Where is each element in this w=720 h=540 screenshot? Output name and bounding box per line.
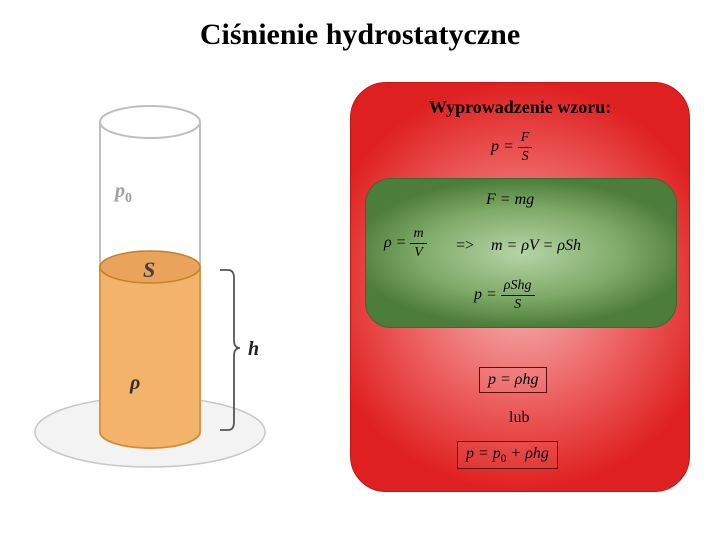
cylinder-diagram: p0 S h ρ: [20, 82, 340, 502]
eq-result-2: p = p0 + ρhg: [457, 441, 558, 469]
eq-result-1: p = ρhg: [479, 367, 547, 393]
content-area: p0 S h ρ Wyprowadzenie wzoru: p = F S F …: [0, 52, 720, 512]
label-p0: p0: [115, 180, 132, 207]
derivation-panel-container: Wyprowadzenie wzoru: p = F S F = mg ρ = …: [340, 82, 700, 492]
label-rho: ρ: [130, 372, 140, 395]
derivation-heading: Wyprowadzenie wzoru:: [351, 97, 689, 118]
eq-p-def: p = F S: [491, 131, 532, 164]
label-h: h: [248, 338, 259, 361]
word-lub: lub: [509, 409, 529, 427]
eq-p-fraction: p = ρShg S: [474, 279, 535, 312]
derivation-panel: Wyprowadzenie wzoru: p = F S F = mg ρ = …: [350, 82, 690, 492]
label-s: S: [143, 257, 155, 283]
page-title: Ciśnienie hydrostatyczne: [0, 0, 720, 52]
eq-f-mg: F = mg: [486, 191, 534, 209]
eq-m-chain: m = ρV = ρSh: [491, 237, 581, 255]
eq-implies: =>: [456, 237, 474, 255]
eq-rho-def: ρ = m V: [384, 227, 427, 260]
green-box: F = mg ρ = m V => m = ρV = ρSh p = ρShg: [365, 178, 677, 328]
cylinder-svg: [20, 82, 340, 502]
